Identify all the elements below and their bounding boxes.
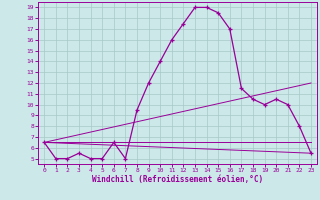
X-axis label: Windchill (Refroidissement éolien,°C): Windchill (Refroidissement éolien,°C) [92,175,263,184]
